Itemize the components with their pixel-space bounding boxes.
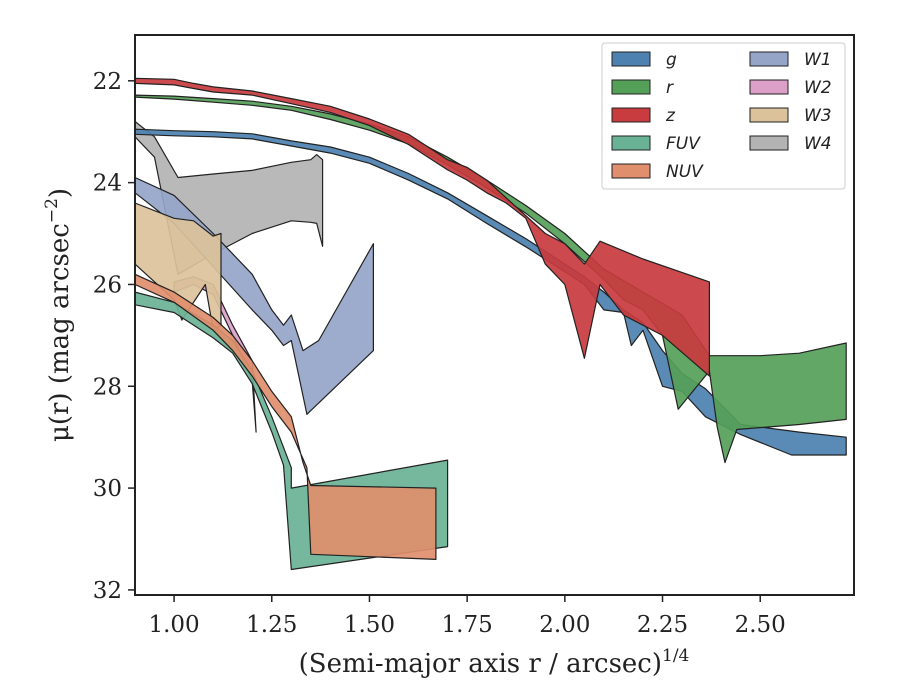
legend-swatch-w3 — [749, 107, 789, 123]
y-axis-label-close: ) — [45, 188, 75, 198]
y-axis-ticks: 22 24 26 28 30 32 — [93, 69, 135, 604]
legend-label-w3: W3 — [804, 106, 832, 126]
data-bands — [135, 77, 847, 571]
legend-swatch-nuv — [611, 163, 651, 179]
x-tick-label: 2.00 — [539, 612, 590, 638]
y-tick-label: 24 — [93, 171, 122, 197]
legend-label-w1: W1 — [804, 50, 832, 70]
x-tick-label: 1.25 — [246, 612, 297, 638]
legend-label-g: g — [666, 50, 677, 70]
legend-swatch-w1 — [749, 51, 789, 67]
x-tick-label: 1.50 — [344, 612, 395, 638]
y-tick-label: 32 — [93, 578, 122, 604]
x-axis-label: (Semi-major axis r / arcsec)1/4 — [299, 646, 690, 679]
band-nuv — [135, 273, 437, 561]
legend-swatch-w4 — [749, 135, 789, 151]
legend: grz FUV NUV W1 W2 W3 W4 — [601, 42, 846, 190]
y-tick-label: 22 — [93, 69, 122, 95]
y-axis-label-main: μ(r) (mag arcsec — [45, 223, 75, 442]
band-g — [135, 128, 847, 456]
legend-label-fuv: FUV — [666, 134, 701, 154]
legend-label-z: z — [665, 106, 676, 126]
legend-swatch-fuv — [611, 135, 651, 151]
legend-label-w4: W4 — [804, 134, 832, 154]
legend-label-nuv: NUV — [666, 162, 704, 182]
x-tick-label: 2.25 — [637, 612, 688, 638]
x-tick-label: 1.00 — [148, 612, 199, 638]
y-axis-label-superscript: −2 — [42, 198, 62, 223]
legend-swatch-w2 — [749, 79, 789, 95]
y-axis-label: μ(r) (mag arcsec−2) — [42, 188, 75, 442]
legend-label-w2: W2 — [804, 78, 832, 98]
legend-label-r: r — [666, 78, 674, 98]
x-tick-label: 1.75 — [442, 612, 493, 638]
x-axis-ticks: 1.00 1.25 1.50 1.75 2.00 2.25 2.50 — [148, 595, 786, 638]
legend-swatch-z — [611, 107, 651, 123]
plot-frame — [134, 34, 855, 596]
band-z — [135, 77, 711, 377]
x-axis-label-main: (Semi-major axis r / arcsec) — [299, 649, 662, 679]
y-tick-label: 30 — [93, 476, 122, 502]
y-tick-label: 28 — [93, 374, 122, 400]
y-tick-label: 26 — [93, 272, 122, 298]
x-axis-label-superscript: 1/4 — [662, 646, 689, 666]
legend-swatch-r — [611, 79, 651, 95]
x-tick-label: 2.50 — [735, 612, 786, 638]
legend-swatch-g — [611, 51, 651, 67]
